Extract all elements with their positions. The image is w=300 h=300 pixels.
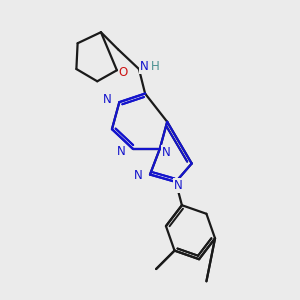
Text: N: N — [117, 145, 125, 158]
Text: N: N — [162, 146, 170, 159]
Text: N: N — [162, 146, 170, 159]
Text: N: N — [174, 179, 183, 192]
Text: O: O — [118, 66, 127, 79]
Text: N: N — [140, 60, 148, 73]
Text: N: N — [117, 145, 125, 158]
Text: N: N — [134, 169, 142, 182]
Text: H: H — [151, 60, 159, 73]
Text: N: N — [140, 60, 148, 73]
Text: N: N — [134, 169, 142, 182]
Text: N: N — [103, 93, 112, 106]
Text: N: N — [174, 179, 183, 192]
Text: O: O — [118, 66, 127, 79]
Text: H: H — [151, 60, 159, 73]
Text: N: N — [103, 93, 112, 106]
